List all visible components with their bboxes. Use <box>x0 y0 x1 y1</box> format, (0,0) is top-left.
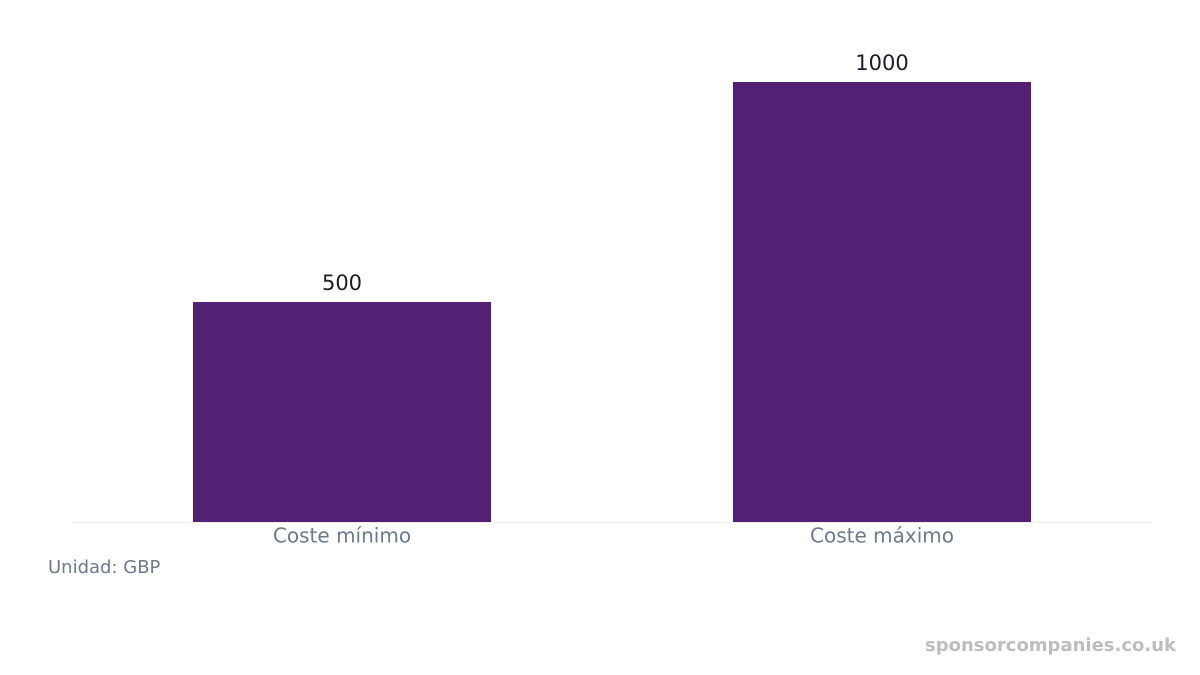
data-label: 500 <box>322 271 362 295</box>
bar <box>732 82 1032 522</box>
watermark: sponsorcompanies.co.uk <box>925 635 1177 656</box>
x-tick-label: Coste máximo <box>810 524 954 548</box>
unit-note: Unidad: GBP <box>48 557 161 578</box>
x-tick-label: Coste mínimo <box>273 524 411 548</box>
data-label: 1000 <box>855 51 908 75</box>
bar <box>192 302 492 522</box>
